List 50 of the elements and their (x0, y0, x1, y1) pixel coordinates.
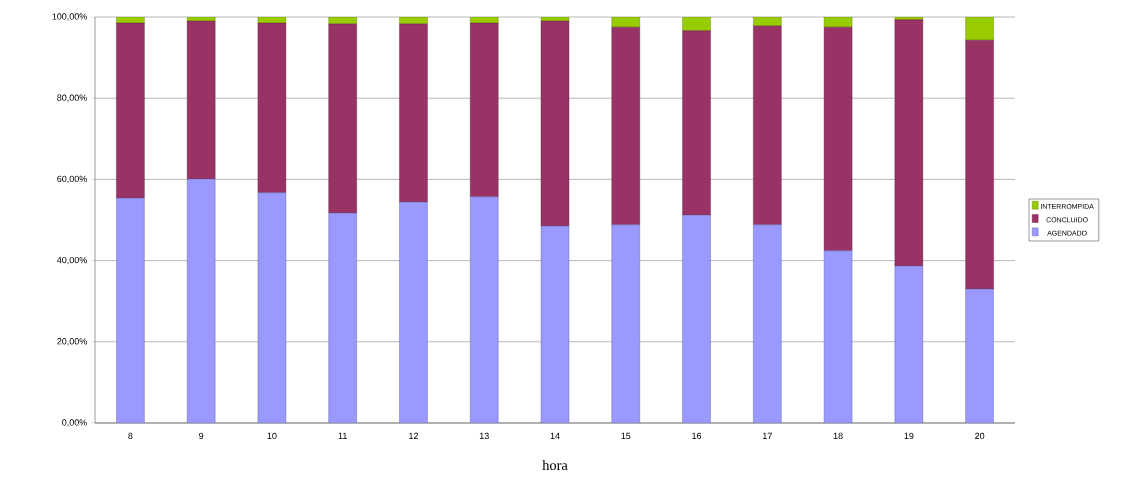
y-tick-label: 0,00% (62, 419, 87, 427)
bar (399, 201, 428, 423)
x-tick-label: 14 (550, 432, 560, 439)
bar (399, 23, 428, 203)
x-axis-title: hora (542, 459, 568, 471)
x-tick-label: 9 (199, 432, 204, 440)
bar (470, 196, 499, 423)
bar (965, 288, 994, 423)
x-tick-label: 15 (621, 432, 631, 440)
bar (894, 19, 924, 267)
x-tick-label: 18 (833, 432, 843, 440)
bar (682, 17, 711, 31)
bar (611, 224, 640, 423)
bar (186, 178, 216, 423)
bar (470, 22, 499, 198)
x-tick-label: 20 (975, 432, 985, 440)
bar (116, 22, 145, 199)
x-tick-label: 17 (763, 432, 772, 439)
x-tick-label: 11 (338, 432, 347, 439)
bar (965, 39, 994, 290)
bar (257, 192, 287, 423)
bar (328, 23, 357, 214)
bar (965, 17, 994, 41)
bar (611, 26, 640, 226)
bar (753, 17, 782, 27)
y-tick-label: 60,00% (57, 175, 87, 184)
bar (823, 17, 853, 28)
x-tick-label: 19 (904, 432, 914, 440)
bar (753, 25, 782, 226)
x-tick-label: 8 (128, 432, 133, 440)
x-tick-label: 13 (479, 432, 489, 440)
bar (328, 212, 357, 423)
bar (257, 22, 287, 193)
x-tick-label: 10 (267, 432, 277, 440)
bar (682, 214, 711, 423)
bar (116, 197, 145, 423)
bar (823, 26, 853, 252)
bar (540, 20, 570, 227)
y-tick-label: 20,00% (57, 338, 87, 346)
y-tick-label: 40,00% (57, 256, 87, 265)
y-tick-label: 100,00% (52, 13, 87, 21)
x-tick-label: 16 (692, 432, 702, 440)
x-tick-label: 12 (409, 432, 418, 440)
y-tick-label: 80,00% (57, 94, 87, 102)
bar (540, 225, 570, 423)
bar (894, 265, 924, 423)
bar (823, 250, 853, 423)
bar (682, 30, 711, 216)
bar (186, 20, 216, 180)
bar (753, 224, 782, 423)
